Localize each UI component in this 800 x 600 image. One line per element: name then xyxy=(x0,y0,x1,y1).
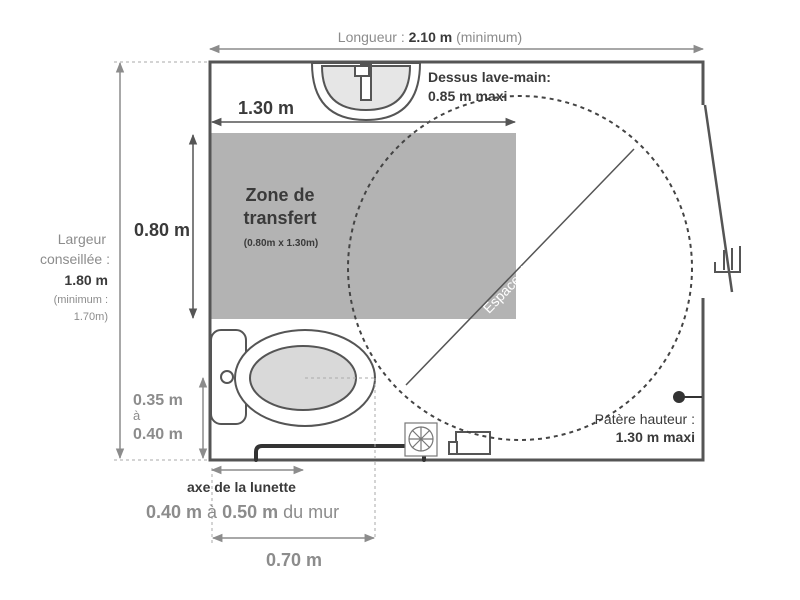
sink xyxy=(310,62,422,122)
waste-bin xyxy=(448,431,491,455)
svg-text:0.35 m: 0.35 m xyxy=(133,392,183,409)
svg-text:transfert: transfert xyxy=(243,208,316,228)
zone-title: Zone de transfert (0.80m x 1.30m) xyxy=(243,185,318,249)
svg-text:(0.80m x 1.30m): (0.80m x 1.30m) xyxy=(244,238,319,249)
room-walls xyxy=(208,60,705,462)
sink-label: Dessus lave-main: 0.85 m maxi xyxy=(428,69,551,104)
width-label: Largeur conseillée : 1.80 m (minimum : 1… xyxy=(40,231,110,323)
grab-bar xyxy=(254,444,426,462)
maneuver-circle xyxy=(347,95,693,441)
seat-axis-label: 0.40 m à 0.50 m du mur xyxy=(146,502,339,522)
distance-label: 0.70 m xyxy=(266,550,322,570)
svg-text:1.30 m maxi: 1.30 m maxi xyxy=(616,429,695,445)
svg-text:Dessus lave-main:: Dessus lave-main: xyxy=(428,69,551,85)
svg-text:(minimum :: (minimum : xyxy=(54,294,108,306)
svg-text:0.40 m: 0.40 m xyxy=(133,426,183,443)
door xyxy=(703,104,741,293)
transfer-zone xyxy=(210,133,516,319)
svg-text:Zone de: Zone de xyxy=(245,185,314,205)
svg-text:0.85 m maxi: 0.85 m maxi xyxy=(428,88,507,104)
width-dimension-guides xyxy=(114,61,376,545)
maneuver-diameter xyxy=(405,148,635,386)
toilet xyxy=(210,329,376,427)
svg-text:1.70m): 1.70m) xyxy=(74,311,108,323)
seat-axis-title: axe de la lunette xyxy=(187,479,296,495)
toilet-height-label: 0.35 m à 0.40 m xyxy=(133,392,183,443)
svg-text:à: à xyxy=(133,408,141,423)
svg-text:conseillée :: conseillée : xyxy=(40,251,110,267)
length-label: Longueur : 2.10 m (minimum) xyxy=(338,29,522,45)
zone-length-label: 1.30 m xyxy=(238,98,294,118)
svg-text:Largeur: Largeur xyxy=(58,231,107,247)
svg-text:Patère hauteur :: Patère hauteur : xyxy=(595,411,695,427)
floor-drain xyxy=(404,422,438,457)
svg-text:1.80 m: 1.80 m xyxy=(64,272,108,288)
coat-hook xyxy=(673,391,702,403)
zone-width-label: 0.80 m xyxy=(134,220,190,240)
hook-label: Patère hauteur : 1.30 m maxi xyxy=(595,411,695,445)
